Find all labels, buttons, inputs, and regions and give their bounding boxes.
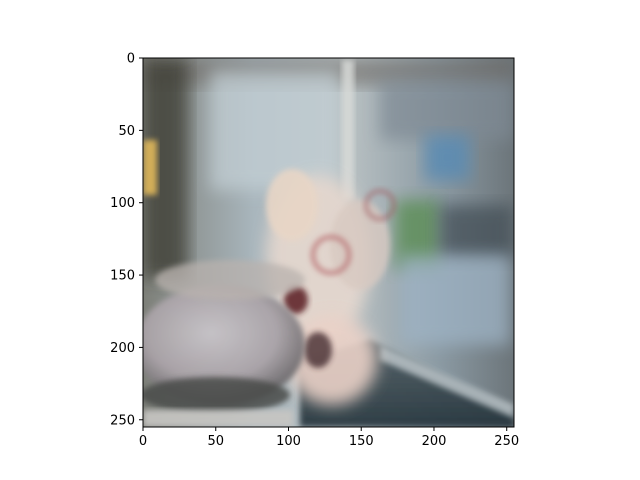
x-tick-label: 150 (349, 434, 374, 449)
axes-frame (142, 57, 515, 428)
x-tick-label: 100 (276, 434, 301, 449)
y-tick-label: 150 (110, 269, 135, 284)
x-tick-label: 0 (139, 434, 147, 449)
y-tick-label: 100 (110, 196, 135, 211)
y-tick-label: 250 (110, 413, 135, 428)
y-axis-ticks: 0 50 100 150 200 250 (110, 52, 143, 428)
y-tick-label: 200 (110, 341, 135, 356)
x-tick-label: 250 (494, 434, 519, 449)
y-tick-label: 0 (127, 52, 135, 67)
x-tick-label: 200 (422, 434, 447, 449)
y-tick-label: 50 (118, 124, 135, 139)
x-tick-label: 50 (207, 434, 224, 449)
blurry-photo-image (143, 58, 514, 427)
x-axis-ticks: 0 50 100 150 200 250 (139, 427, 519, 449)
